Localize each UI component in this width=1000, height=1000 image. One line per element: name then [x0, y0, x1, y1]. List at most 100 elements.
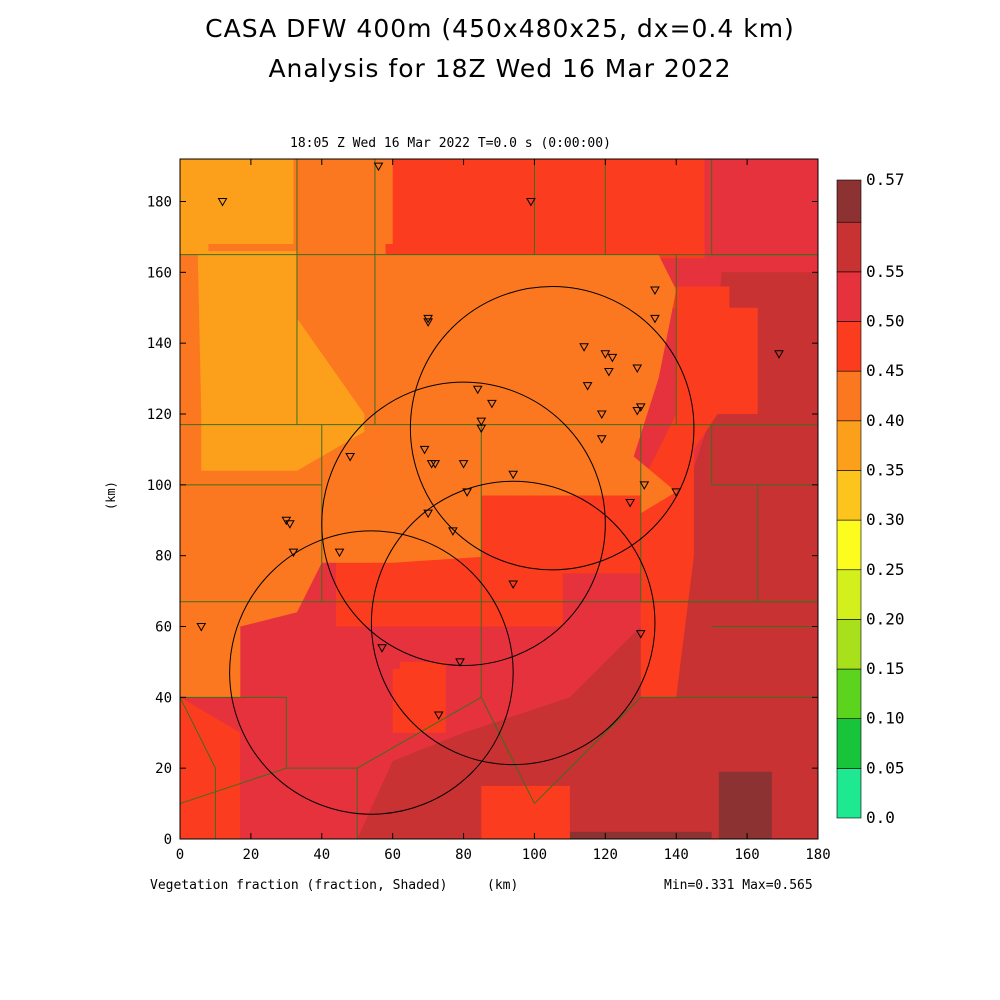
colorbar-swatch-2: [836, 668, 862, 720]
y-tick-label-7: 140: [147, 336, 172, 352]
colorbar-swatch-5: [836, 519, 862, 571]
station-marker-13: [472, 385, 483, 395]
radar-ring-0: [229, 530, 514, 815]
radar-ring-2: [409, 286, 695, 571]
station-marker-4: [423, 318, 433, 327]
station-marker-37: [508, 580, 519, 590]
x-tick-label-9: 180: [805, 847, 830, 863]
field-label: Vegetation fraction (fraction, Shaded): [150, 878, 448, 893]
station-marker-9: [607, 353, 618, 363]
map-title-line1: CASA DFW 400m (450x480x25, dx=0.4 km): [205, 14, 795, 43]
field-region-3: [569, 831, 712, 839]
colorbar-label-3: 0.15: [866, 659, 905, 678]
station-marker-11: [632, 364, 643, 373]
x-tick-label-0: 0: [176, 847, 184, 863]
field-region-14: [180, 424, 553, 698]
colorbar-label-7: 0.35: [866, 460, 905, 479]
colorbar-swatch-3: [836, 619, 862, 670]
colorbar-swatch-9: [836, 321, 862, 372]
county-line-29: [179, 697, 216, 769]
field-region-18: [197, 251, 365, 471]
colorbar-label-6: 0.30: [866, 510, 905, 529]
field-region-12: [704, 159, 818, 273]
field-region-20: [711, 307, 758, 414]
y-tick-label-5: 100: [147, 478, 172, 494]
field-region-1: [286, 159, 818, 839]
station-marker-25: [508, 470, 519, 480]
y-tick-label-8: 160: [147, 265, 172, 281]
station-marker-15: [596, 410, 607, 420]
station-marker-43: [774, 350, 784, 359]
x-tick-label-6: 120: [593, 847, 618, 863]
colorbar-label-4: 0.20: [866, 609, 905, 628]
station-marker-8: [600, 350, 611, 359]
station-marker-34: [448, 527, 458, 536]
field-region-22: [481, 495, 641, 574]
colorbar-label-10: 0.50: [866, 312, 905, 331]
field-region-21: [374, 424, 482, 496]
y-tick-label-3: 60: [155, 620, 172, 636]
colorbar-swatch-8: [836, 370, 862, 422]
x-axis: 0 20 40 60 80 100 120 140 160 180: [176, 159, 831, 863]
colorbar-swatch-12: [836, 179, 862, 223]
radar-range-rings: [229, 286, 695, 815]
station-marker-23: [430, 460, 441, 469]
colorbar-swatch-7: [836, 420, 862, 471]
station-marker-27: [639, 481, 650, 490]
field-region-5: [240, 626, 358, 839]
field-region-11: [385, 159, 705, 259]
y-axis: 0 20 40 60 80 100 120 140 160 180: [147, 195, 818, 848]
station-marker-39: [635, 630, 646, 639]
station-marker-30: [625, 499, 636, 508]
county-boundaries: [179, 159, 818, 840]
station-marker-14: [487, 399, 497, 409]
field-region-9: [481, 785, 570, 839]
x-axis-unit: (km): [487, 878, 519, 893]
station-marker-40: [377, 644, 387, 653]
station-marker-42: [433, 711, 444, 721]
field-region-19: [180, 159, 209, 255]
colorbar-label-0: 0.0: [866, 808, 895, 827]
x-tick-label-2: 40: [313, 847, 330, 863]
y-tick-label-0: 0: [164, 832, 172, 848]
y-axis-unit: (km): [104, 481, 118, 510]
station-marker-12: [582, 382, 593, 391]
station-marker-21: [419, 445, 430, 455]
county-line-16: [480, 697, 535, 804]
station-marker-5: [650, 286, 660, 296]
station-marker-28: [671, 488, 682, 497]
station-marker-41: [455, 658, 465, 667]
county-line-15: [356, 696, 482, 769]
station-marker-17: [476, 424, 487, 434]
plot-frame: [179, 158, 819, 840]
colorbar-label-9: 0.45: [866, 361, 905, 380]
min-max-readout: Min=0.331 Max=0.565: [664, 878, 813, 893]
map-title-line2: Analysis for 18Z Wed 16 Mar 2022: [268, 54, 732, 83]
station-marker-10: [604, 368, 614, 377]
county-line-11: [179, 767, 287, 805]
station-marker-24: [458, 460, 469, 469]
county-line-17: [534, 696, 642, 804]
x-tick-label-5: 100: [522, 847, 547, 863]
radar-ring-1: [321, 381, 606, 666]
station-marker-19: [632, 406, 643, 416]
station-marker-33: [285, 520, 295, 529]
colorbar-swatch-4: [836, 569, 862, 620]
station-marker-0: [217, 198, 228, 207]
radar-ring-3: [370, 480, 656, 766]
station-markers: [196, 162, 784, 721]
y-tick-label-6: 120: [147, 407, 172, 423]
colorbar-swatch-0: [836, 768, 862, 819]
colorbar-swatch-6: [836, 470, 862, 521]
colorbar-swatch-10: [836, 271, 862, 322]
station-marker-29: [462, 488, 472, 497]
station-marker-1: [373, 162, 384, 172]
y-tick-label-4: 80: [155, 549, 172, 565]
vegetation-field: [180, 159, 818, 839]
field-region-4: [180, 697, 241, 839]
station-marker-31: [423, 509, 433, 519]
y-tick-label-1: 20: [155, 761, 172, 777]
y-tick-label-9: 180: [147, 195, 172, 211]
station-marker-20: [596, 435, 607, 444]
